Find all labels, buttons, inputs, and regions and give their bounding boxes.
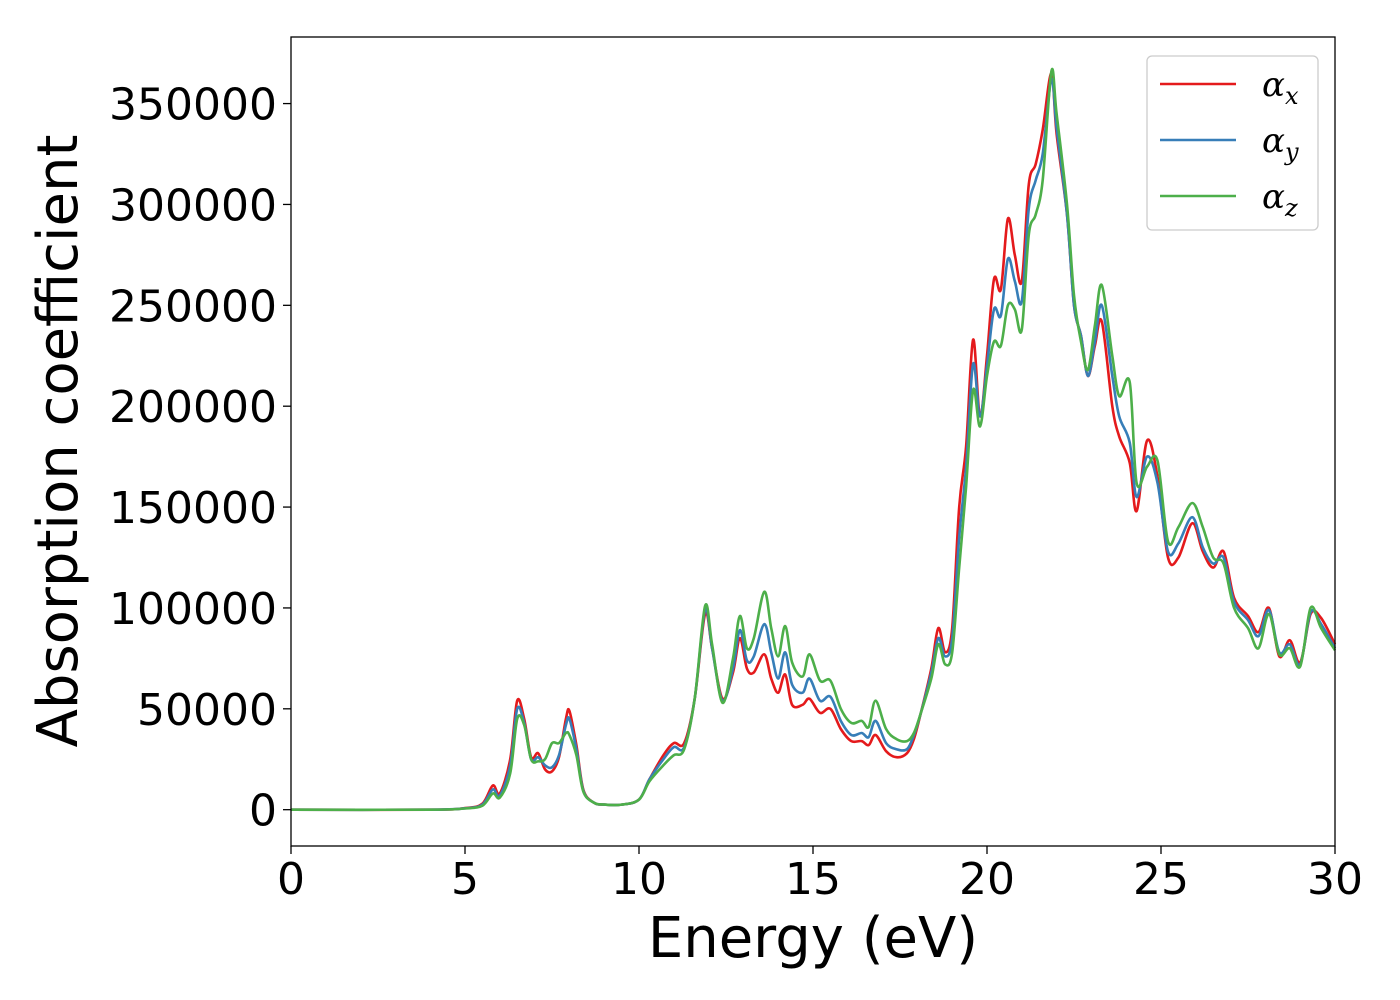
- series-layer: [290, 67, 1337, 812]
- x-tick-label: 10: [611, 854, 667, 905]
- x-tick-label: 25: [1133, 854, 1189, 905]
- series-line-z: [290, 67, 1337, 812]
- x-tick-label: 15: [785, 854, 841, 905]
- y-tick-label: 300000: [109, 180, 277, 231]
- y-tick-label: 250000: [109, 281, 277, 332]
- legend-label-x: αx: [1262, 65, 1299, 110]
- y-tick-label: 50000: [137, 685, 277, 736]
- legend: αx αy αz: [1146, 55, 1319, 231]
- y-axis-title: Absorption coefficient: [26, 135, 91, 748]
- x-tick-label: 20: [959, 854, 1015, 905]
- y-tick-label: 0: [249, 786, 277, 837]
- x-axis-title: Energy (eV): [648, 906, 978, 971]
- y-tick-label: 200000: [109, 382, 277, 433]
- y-tick-label: 100000: [109, 584, 277, 635]
- y-tick-label: 150000: [109, 483, 277, 534]
- y-axis: 0 50000 100000 150000 200000 250000 300000 3500…: [109, 80, 291, 837]
- x-axis: 0 5 10 15 20 25 30: [277, 846, 1363, 905]
- legend-label-y: αy: [1262, 121, 1299, 166]
- x-tick-label: 5: [451, 854, 479, 905]
- legend-box: [1146, 55, 1319, 231]
- x-tick-label: 30: [1307, 854, 1363, 905]
- legend-label-z: αz: [1262, 177, 1298, 222]
- y-tick-label: 350000: [109, 80, 277, 131]
- x-tick-label: 0: [277, 854, 305, 905]
